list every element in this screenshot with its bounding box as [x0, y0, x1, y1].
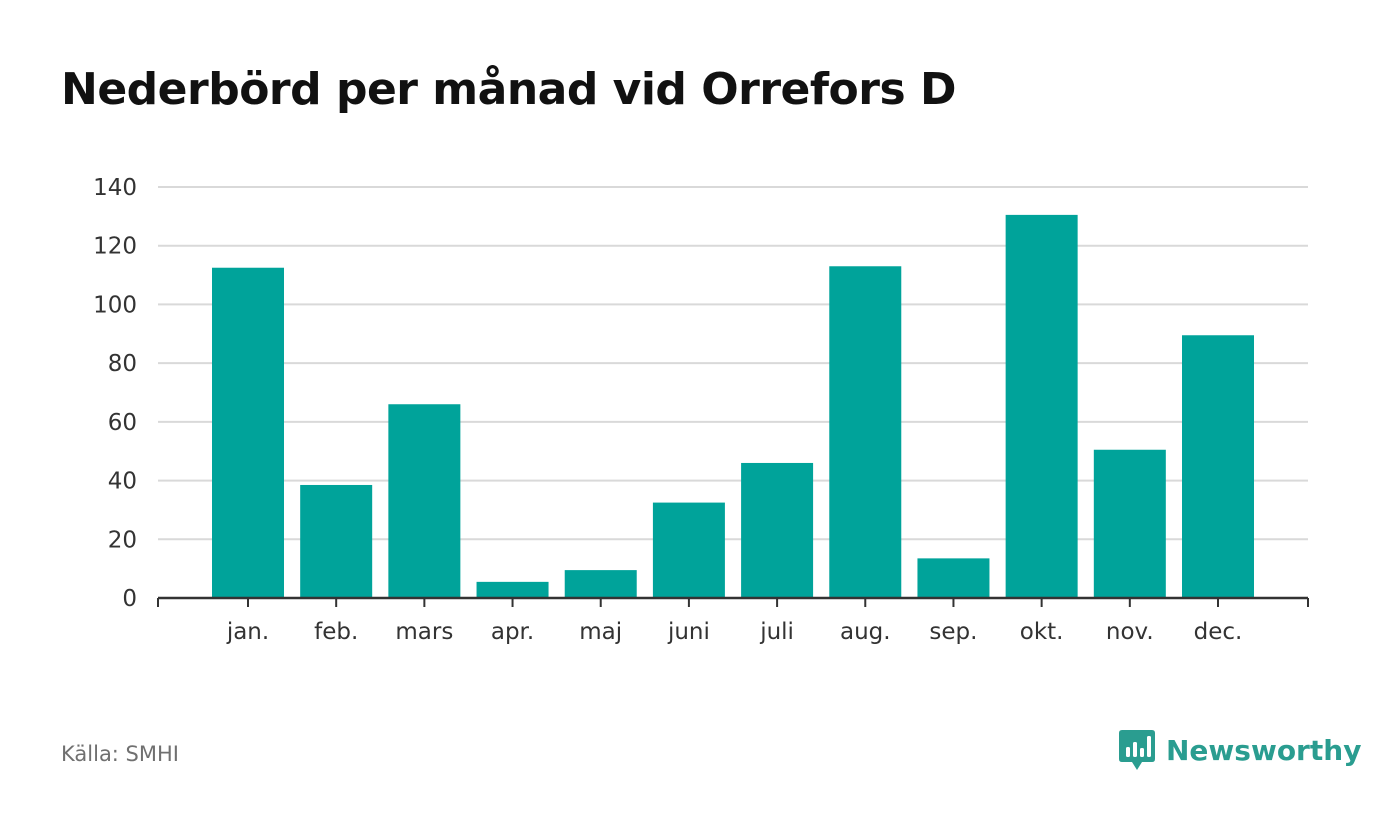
brand-logo: Newsworthy: [1118, 728, 1361, 772]
bar-chart: 0 20 40 60 80 100 120 140 jan. feb. mars apr. maj ju…: [93, 175, 1309, 645]
bar: [829, 266, 902, 598]
x-tick-label: maj: [579, 619, 622, 645]
y-tick-label: 140: [93, 175, 137, 201]
y-tick-label: 100: [93, 292, 137, 318]
source-note: Källa: SMHI: [61, 742, 179, 766]
x-tick-label: aug.: [840, 619, 891, 645]
brand-name: Newsworthy: [1166, 733, 1362, 767]
y-axis-tick-labels: 0 20 40 60 80 100 120 140: [93, 175, 137, 612]
bar: [1093, 449, 1166, 598]
newsworthy-logo-icon: [1119, 730, 1155, 770]
y-tick-label: 120: [93, 234, 137, 260]
bars: [212, 214, 1254, 598]
bar: [652, 502, 725, 598]
bar: [388, 404, 461, 598]
chart-title: Nederbörd per månad vid Orrefors D: [61, 64, 957, 115]
y-tick-label: 60: [108, 410, 137, 436]
bar: [212, 267, 284, 598]
x-tick-label: juni: [667, 619, 710, 645]
y-tick-label: 40: [108, 469, 137, 495]
bar: [300, 484, 373, 598]
x-tick-label: feb.: [314, 619, 358, 645]
y-tick-label: 80: [108, 351, 137, 377]
x-tick-label: jan.: [226, 619, 269, 645]
x-axis-tick-labels: jan. feb. mars apr. maj juni juli aug. sep. okt. n…: [226, 619, 1243, 645]
x-tick-label: juli: [759, 619, 794, 645]
x-tick-label: sep.: [929, 619, 977, 645]
x-tick-label: apr.: [491, 619, 534, 645]
bar: [564, 570, 637, 598]
bar: [741, 462, 814, 598]
bar: [1005, 214, 1078, 598]
bar: [476, 581, 549, 598]
y-tick-label: 20: [108, 527, 137, 553]
bar: [917, 558, 990, 598]
x-tick-label: okt.: [1020, 619, 1064, 645]
x-tick-label: mars: [395, 619, 453, 645]
x-tick-label: nov.: [1106, 619, 1154, 645]
bar: [1182, 335, 1254, 598]
x-tick-label: dec.: [1194, 619, 1243, 645]
y-tick-label: 0: [122, 586, 137, 612]
x-axis: [157, 596, 1309, 607]
